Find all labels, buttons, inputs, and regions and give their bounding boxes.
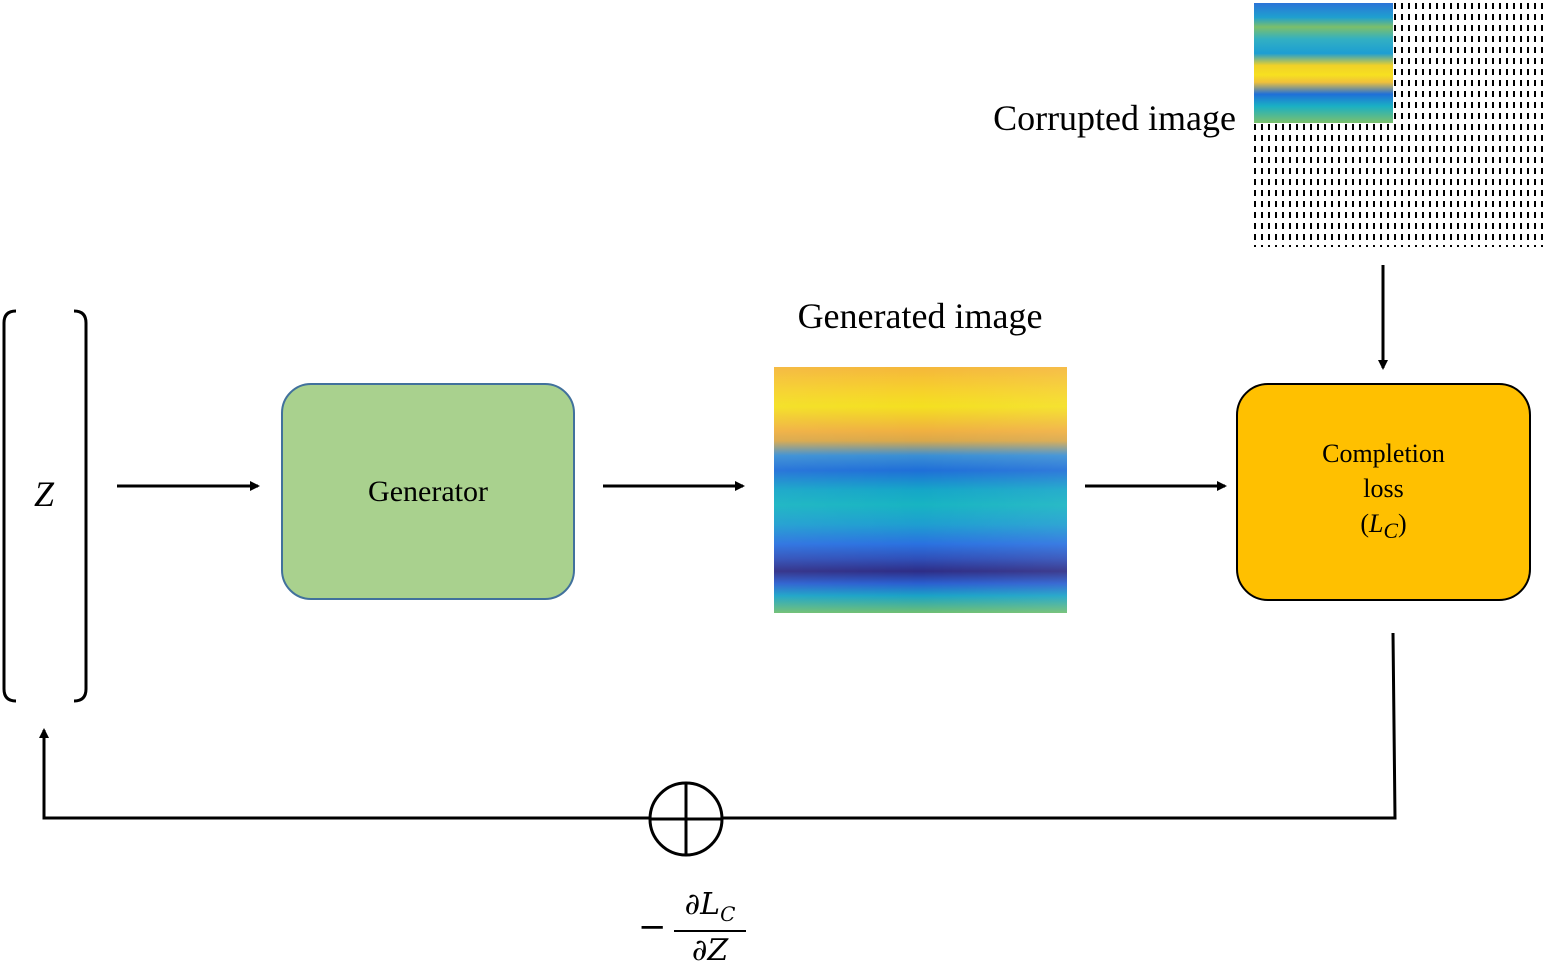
completion-loss-text: Completion loss (LC) <box>1238 436 1529 549</box>
loss-symbol-open: ( <box>1360 509 1370 538</box>
formula-fraction-bar <box>674 930 746 932</box>
generated-image-title: Generated image <box>797 296 1043 336</box>
completion-loss-symbol: (LC) <box>1238 506 1529 549</box>
completion-loss-line2: loss <box>1363 474 1404 503</box>
formula-numerator: ∂LC <box>670 885 750 934</box>
latent-z-label: Z <box>33 474 55 514</box>
generated-image <box>774 367 1067 613</box>
generator-label: Generator <box>368 474 488 508</box>
latent-vector-bracket <box>2 309 88 703</box>
loss-symbol-close: ) <box>1397 509 1407 538</box>
loss-symbol-main: L <box>1369 509 1384 538</box>
corrupted-image-title: Corrupted image <box>993 98 1236 138</box>
corrupted-image-visible-region <box>1254 3 1393 123</box>
completion-loss-line1: Completion <box>1322 439 1445 468</box>
completion-loss-block: Completion loss (LC) <box>1236 383 1531 601</box>
sum-operator-icon <box>648 781 724 857</box>
formula-denominator: ∂Z <box>691 933 729 968</box>
formula-numerator-sub: C <box>720 902 736 926</box>
gradient-formula: − ∂LC ∂Z <box>630 885 760 975</box>
formula-minus: − <box>638 907 667 947</box>
formula-numerator-main: ∂L <box>684 887 721 922</box>
loss-symbol-sub: C <box>1383 519 1398 544</box>
generator-block: Generator <box>281 383 575 600</box>
